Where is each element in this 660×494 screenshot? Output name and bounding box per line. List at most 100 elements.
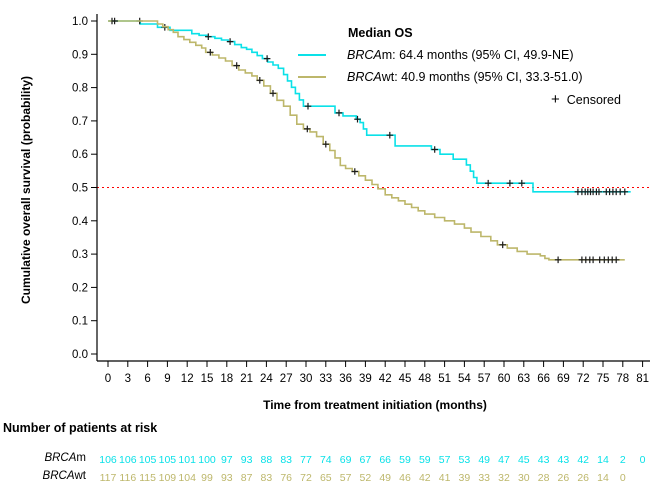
x-tick-label: 12 bbox=[181, 373, 194, 385]
risk-count-brcawt: 104 bbox=[178, 472, 196, 484]
legend: Median OS BRCAm: 64.4 months (95% CI, 49… bbox=[298, 26, 583, 85]
x-tick-label: 27 bbox=[280, 373, 293, 385]
x-tick-label: 36 bbox=[339, 373, 352, 385]
legend-entry-brcawt: BRCAwt: 40.9 months (95% CI, 33.3-51.0) bbox=[298, 69, 583, 85]
plus-censor-icon: + bbox=[551, 91, 560, 108]
risk-count-brcawt: 52 bbox=[360, 472, 372, 484]
x-tick-label: 33 bbox=[319, 373, 332, 385]
risk-count-brcam: 59 bbox=[399, 454, 411, 466]
x-tick-label: 81 bbox=[636, 373, 649, 385]
risk-count-brcam: 47 bbox=[498, 454, 510, 466]
x-tick-label: 15 bbox=[201, 373, 214, 385]
x-tick-label: 51 bbox=[438, 373, 451, 385]
risk-count-brcawt: 14 bbox=[597, 472, 609, 484]
km-curve-brcam bbox=[108, 20, 631, 193]
risk-count-brcam: 88 bbox=[261, 454, 273, 466]
risk-count-brcam: 59 bbox=[419, 454, 431, 466]
risk-count-brcam: 67 bbox=[360, 454, 372, 466]
risk-count-brcam: 106 bbox=[99, 454, 117, 466]
legend-title: Median OS bbox=[348, 26, 413, 40]
x-tick-label: 0 bbox=[105, 373, 111, 385]
km-curve-brcawt bbox=[108, 20, 625, 261]
censor-marks-brcawt bbox=[111, 17, 620, 264]
risk-count-brcawt: 32 bbox=[498, 472, 510, 484]
risk-count-brcam: 83 bbox=[280, 454, 292, 466]
y-tick-label: 0.0 bbox=[72, 349, 88, 361]
legend-entry-brcawt-label: BRCAwt: 40.9 months (95% CI, 33.3-51.0) bbox=[347, 70, 583, 84]
risk-count-brcawt: 49 bbox=[379, 472, 391, 484]
censored-legend-item: + Censored bbox=[551, 91, 621, 108]
y-tick-label: 0.1 bbox=[72, 316, 88, 328]
x-tick-label: 57 bbox=[478, 373, 491, 385]
y-tick-label: 0.7 bbox=[72, 116, 88, 128]
risk-count-brcawt: 76 bbox=[280, 472, 292, 484]
risk-count-brcawt: 0 bbox=[620, 472, 626, 484]
x-tick-label: 72 bbox=[577, 373, 590, 385]
x-tick-label: 75 bbox=[597, 373, 610, 385]
gene-suffix: m bbox=[381, 48, 393, 62]
risk-count-brcam: 53 bbox=[459, 454, 471, 466]
gene-suffix: m bbox=[76, 452, 86, 464]
risk-count-brcawt: 41 bbox=[439, 472, 451, 484]
risk-count-brcam: 2 bbox=[620, 454, 626, 466]
x-tick-label: 69 bbox=[557, 373, 570, 385]
x-tick-label: 78 bbox=[616, 373, 629, 385]
risk-count-brcam: 45 bbox=[518, 454, 530, 466]
gene-suffix: wt bbox=[381, 70, 395, 84]
risk-count-brcawt: 117 bbox=[100, 472, 117, 484]
y-tick-label: 0.8 bbox=[72, 83, 88, 95]
risk-count-brcawt: 46 bbox=[399, 472, 411, 484]
gene-name: BRCA bbox=[347, 48, 382, 62]
risk-count-brcawt: 26 bbox=[577, 472, 589, 484]
risk-count-brcawt: 115 bbox=[139, 472, 156, 484]
legend-entry-brcam-label: BRCAm: 64.4 months (95% CI, 49.9-NE) bbox=[347, 48, 574, 62]
censored-label: Censored bbox=[566, 93, 621, 107]
gene-suffix: wt bbox=[74, 470, 87, 482]
risk-count-brcawt: 93 bbox=[221, 472, 233, 484]
y-tick-label: 0.9 bbox=[72, 49, 88, 61]
legend-entry-brcam: BRCAm: 64.4 months (95% CI, 49.9-NE) bbox=[298, 47, 583, 63]
risk-count-brcawt: 72 bbox=[300, 472, 312, 484]
x-tick-label: 9 bbox=[164, 373, 170, 385]
risk-count-brcawt: 39 bbox=[459, 472, 471, 484]
risk-count-brcam: 14 bbox=[597, 454, 609, 466]
risk-count-brcawt: 116 bbox=[119, 472, 136, 484]
y-tick-label: 0.4 bbox=[72, 216, 89, 228]
y-tick-label: 0.2 bbox=[72, 282, 88, 294]
gene-name: BRCA bbox=[44, 452, 77, 464]
risk-count-brcam: 43 bbox=[558, 454, 570, 466]
risk-count-brcam: 69 bbox=[340, 454, 352, 466]
risk-table-title: Number of patients at risk bbox=[3, 421, 158, 435]
y-axis-title: Cumulative overall survival (probability… bbox=[19, 75, 33, 305]
risk-count-brcam: 101 bbox=[178, 454, 196, 466]
median-stat: : 64.4 months (95% CI, 49.9-NE) bbox=[392, 48, 574, 62]
risk-count-brcam: 66 bbox=[379, 454, 391, 466]
risk-row-label-brcam: BRCAm bbox=[0, 452, 86, 464]
y-tick-label: 1.0 bbox=[72, 16, 88, 28]
risk-count-brcam: 97 bbox=[221, 454, 233, 466]
x-tick-label: 24 bbox=[260, 373, 273, 385]
x-tick-label: 30 bbox=[300, 373, 313, 385]
brcawt-line-swatch bbox=[298, 76, 326, 78]
gene-name: BRCA bbox=[347, 70, 382, 84]
x-tick-label: 6 bbox=[144, 373, 150, 385]
x-tick-label: 48 bbox=[418, 373, 431, 385]
x-tick-label: 39 bbox=[359, 373, 372, 385]
risk-count-brcawt: 87 bbox=[241, 472, 253, 484]
x-tick-label: 3 bbox=[125, 373, 131, 385]
x-tick-label: 60 bbox=[498, 373, 511, 385]
risk-count-brcam: 42 bbox=[577, 454, 589, 466]
risk-count-brcam: 105 bbox=[159, 454, 177, 466]
risk-count-brcam: 77 bbox=[300, 454, 312, 466]
y-tick-label: 0.5 bbox=[72, 183, 88, 195]
gene-name: BRCA bbox=[42, 470, 75, 482]
x-tick-label: 54 bbox=[458, 373, 471, 385]
risk-count-brcam: 57 bbox=[439, 454, 451, 466]
risk-count-brcawt: 57 bbox=[340, 472, 352, 484]
risk-count-brcam: 100 bbox=[198, 454, 216, 466]
median-stat: : 40.9 months (95% CI, 33.3-51.0) bbox=[394, 70, 583, 84]
x-tick-label: 42 bbox=[379, 373, 392, 385]
risk-count-brcawt: 83 bbox=[261, 472, 273, 484]
